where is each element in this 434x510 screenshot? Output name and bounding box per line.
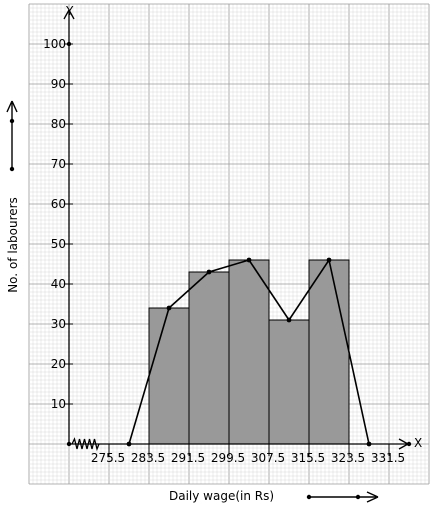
y-tick-label: 70 <box>51 157 66 171</box>
x-tick-label: 275.5 <box>91 451 125 465</box>
axis-break-zigzag <box>71 437 100 452</box>
x-direction-point <box>355 494 361 500</box>
x-tick-label: 307.5 <box>251 451 285 465</box>
x-axis-label: Daily wage(in Rs) <box>169 489 274 503</box>
polygon-point <box>246 257 252 263</box>
y-axis-label: No. of labourers <box>6 197 20 293</box>
y-tick-label: 50 <box>51 237 66 251</box>
y-tick-label: 20 <box>51 357 66 371</box>
polygon-point <box>286 317 292 323</box>
y-direction-point <box>9 118 15 124</box>
polygon-point <box>126 441 132 447</box>
axes <box>63 9 409 452</box>
direction-arrows <box>6 100 379 503</box>
y-tick-label: 30 <box>51 317 66 331</box>
x-tick-label: 331.5 <box>371 451 405 465</box>
polygon-point <box>206 269 212 275</box>
y-axis-letter: Y <box>65 4 74 18</box>
x-tick-label: 315.5 <box>291 451 325 465</box>
x-tick-label: 283.5 <box>131 451 165 465</box>
polygon-point <box>366 441 372 447</box>
x-axis-arrowhead <box>398 438 409 450</box>
x-direction-point <box>306 494 312 500</box>
histogram-bar <box>268 319 310 445</box>
x-axis-end-point <box>406 441 412 447</box>
axis-labels: X Y Daily wage(in Rs) No. of labourers <box>6 4 422 503</box>
y-axis-arrowhead <box>63 9 75 20</box>
y-direction-point <box>9 166 15 172</box>
origin-point <box>66 441 72 447</box>
x-tick-label: 323.5 <box>331 451 365 465</box>
x-tick-label: 299.5 <box>211 451 245 465</box>
graph-paper-grid <box>28 3 430 485</box>
histogram-bar <box>228 259 270 445</box>
histogram-bars <box>148 259 350 445</box>
histogram-bar <box>148 307 190 445</box>
y-tick-label: 90 <box>51 77 66 91</box>
x-axis-letter: X <box>414 436 422 450</box>
y-tick-label: 80 <box>51 117 66 131</box>
polygon-point <box>166 305 172 311</box>
tick-labels: 10 20 30 40 50 60 70 80 90 100 275.5 283.5 291.5 299.… <box>43 37 405 465</box>
y-direction-arrowhead <box>6 100 18 113</box>
y-tick-label: 10 <box>51 397 66 411</box>
frequency-polygon <box>126 257 412 447</box>
histogram-bar <box>308 259 350 445</box>
x-direction-arrowhead <box>366 491 379 503</box>
y-tick-label: 40 <box>51 277 66 291</box>
polygon-point <box>326 257 332 263</box>
y-tick-label: 100 <box>43 37 66 51</box>
histogram-bar <box>188 271 230 445</box>
y-tick-label: 60 <box>51 197 66 211</box>
x-tick-label: 291.5 <box>171 451 205 465</box>
